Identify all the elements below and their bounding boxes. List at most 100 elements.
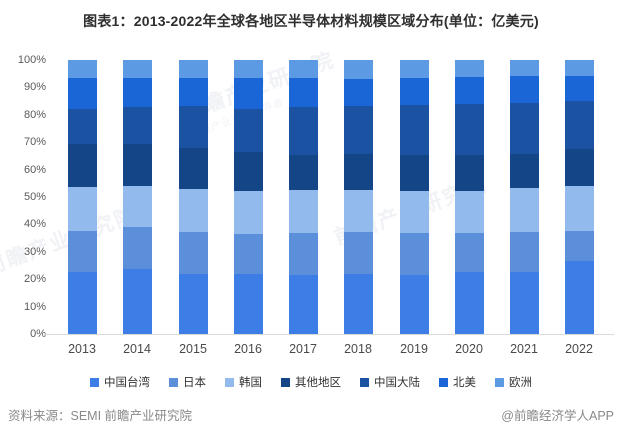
bar-segment-中国大陆 (509, 102, 539, 155)
x-axis-label: 2022 (565, 342, 593, 356)
y-tick-label: 40% (23, 218, 46, 231)
bar-segment-中国台湾 (454, 272, 484, 334)
bar-2014 (122, 60, 152, 334)
bar-2022 (564, 60, 594, 334)
bar-2016 (233, 60, 263, 334)
bar-segment-韩国 (178, 188, 208, 233)
bar-segment-中国台湾 (399, 275, 429, 334)
bar-segment-中国台湾 (122, 268, 152, 334)
bar-segment-中国大陆 (178, 105, 208, 148)
bar-2021 (509, 60, 539, 334)
legend-label: 中国台湾 (104, 377, 150, 389)
bar-segment-中国台湾 (67, 271, 97, 334)
y-tick-label: 100% (17, 54, 46, 66)
legend-item-北美: 北美 (439, 374, 476, 390)
bar-segment-日本 (288, 233, 318, 276)
bar-segment-中国大陆 (343, 106, 373, 154)
bar-2019 (399, 60, 429, 334)
legend-swatch-icon (439, 377, 448, 387)
bar-segment-日本 (509, 232, 539, 273)
bar-segment-中国大陆 (288, 107, 318, 155)
legend-label: 中国大陆 (374, 377, 420, 389)
bar-segment-中国大陆 (454, 103, 484, 155)
legend-swatch-icon (90, 377, 99, 387)
bar-segment-韩国 (509, 187, 539, 233)
y-tick-label: 0% (30, 328, 46, 340)
bar-segment-北美 (122, 77, 152, 108)
bar-segment-其他地区 (399, 154, 429, 191)
y-tick-label: 20% (23, 273, 46, 286)
legend-label: 北美 (453, 377, 476, 389)
bar-segment-中国台湾 (288, 275, 318, 334)
bar-segment-韩国 (122, 186, 152, 228)
bar-segment-欧洲 (233, 60, 263, 78)
legend-swatch-icon (225, 377, 234, 387)
bar-segment-韩国 (343, 189, 373, 233)
bar-segment-其他地区 (178, 147, 208, 189)
legend-swatch-icon (169, 377, 178, 387)
y-tick-label: 70% (23, 136, 46, 149)
bar-segment-欧洲 (399, 60, 429, 78)
x-axis-label: 2021 (510, 342, 538, 356)
bar-segment-韩国 (288, 189, 318, 234)
bar-segment-欧洲 (122, 60, 152, 78)
bar-segment-欧洲 (343, 60, 373, 79)
y-tick-label: 10% (23, 300, 46, 313)
legend-label: 欧洲 (509, 377, 532, 389)
y-tick-label: 90% (23, 81, 46, 94)
bar-segment-韩国 (454, 191, 484, 233)
bar-segment-欧洲 (67, 60, 97, 79)
bar-segment-日本 (67, 231, 97, 272)
bar-2017 (288, 60, 318, 334)
credit-text: @前瞻经济学人APP (501, 409, 614, 423)
bar-segment-北美 (564, 75, 594, 102)
bar-segment-其他地区 (343, 153, 373, 190)
legend-item-中国大陆: 中国大陆 (360, 374, 420, 390)
bar-segment-韩国 (399, 190, 429, 234)
bar-segment-韩国 (564, 185, 594, 231)
bar-segment-北美 (288, 78, 318, 108)
y-tick-label: 60% (23, 163, 46, 176)
y-tick-label: 50% (23, 191, 46, 203)
bar-segment-其他地区 (122, 143, 152, 187)
bar-segment-日本 (454, 232, 484, 273)
x-axis-label: 2015 (179, 342, 207, 356)
bar-segment-欧洲 (454, 60, 484, 78)
bar-segment-北美 (178, 77, 208, 106)
bar-segment-中国大陆 (122, 107, 152, 144)
bar-segment-韩国 (67, 187, 97, 232)
bar-segment-日本 (343, 232, 373, 274)
bar-segment-中国大陆 (233, 109, 263, 153)
bar-segment-中国大陆 (564, 101, 594, 150)
legend-swatch-icon (360, 377, 369, 387)
bar-segment-韩国 (233, 191, 263, 234)
bar-segment-欧洲 (288, 60, 318, 79)
bar-segment-日本 (122, 227, 152, 269)
bar-segment-欧洲 (509, 60, 539, 76)
bar-segment-日本 (399, 233, 429, 276)
x-axis-label: 2014 (123, 342, 151, 356)
x-axis-label: 2018 (344, 342, 372, 356)
bar-2015 (178, 60, 208, 334)
x-axis-label: 2019 (400, 342, 428, 356)
bar-segment-中国台湾 (233, 274, 263, 334)
legend-item-中国台湾: 中国台湾 (90, 374, 150, 390)
bar-segment-中国台湾 (178, 274, 208, 334)
bar-2018 (343, 60, 373, 334)
y-tick-label: 30% (23, 245, 46, 258)
legend-label: 日本 (183, 377, 206, 389)
legend-item-其他地区: 其他地区 (281, 374, 341, 390)
chart-title: 图表1：2013-2022年全球各地区半导体材料规模区域分布(单位：亿美元) (83, 13, 539, 29)
bar-segment-日本 (178, 232, 208, 274)
legend-swatch-icon (495, 377, 504, 387)
legend-swatch-icon (281, 377, 290, 387)
y-tick-label: 80% (23, 108, 46, 121)
legend-label: 其他地区 (295, 377, 341, 389)
bar-segment-北美 (399, 77, 429, 106)
bar-segment-其他地区 (564, 149, 594, 186)
legend-item-欧洲: 欧洲 (495, 374, 532, 390)
bar-segment-中国大陆 (399, 105, 429, 155)
source-text: 资料来源：SEMI 前瞻产业研究院 (8, 409, 193, 423)
bar-2013 (67, 60, 97, 334)
